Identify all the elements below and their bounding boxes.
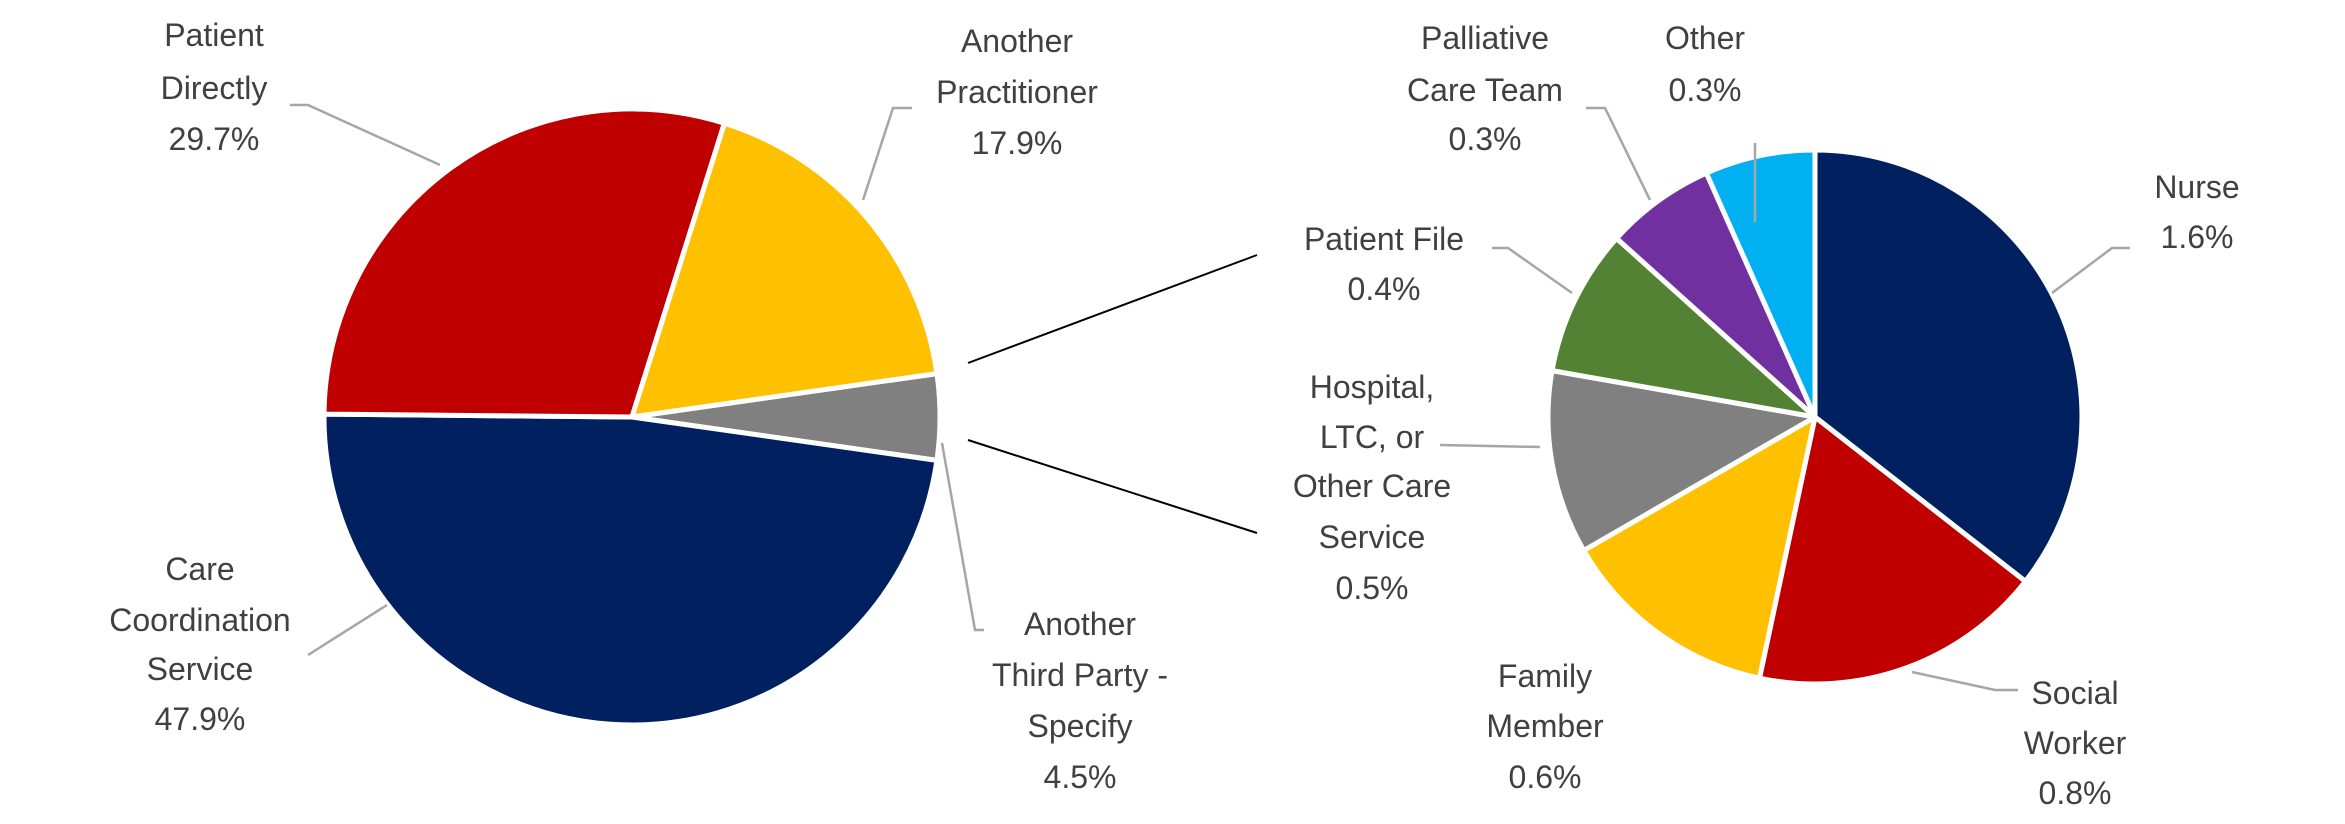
leader-line — [940, 442, 984, 632]
leader-line — [1586, 106, 1652, 201]
data-labels: Another Third Party - Specify 4.5% Care Coord… — [109, 17, 2239, 811]
label-text: Hospital, — [1310, 369, 1435, 405]
leader-line — [2051, 246, 2130, 294]
label-text: Service — [1319, 519, 1426, 555]
label-text: Practitioner — [936, 74, 1098, 110]
label-text: LTC, or — [1320, 419, 1425, 455]
label-value: 0.4% — [1348, 271, 1421, 307]
label-value: 4.5% — [1044, 759, 1117, 795]
leader-lines — [290, 103, 2130, 692]
data-label-another-third-party-specify: Another Third Party - Specify 4.5% — [992, 606, 1168, 795]
label-text: Other — [1665, 20, 1745, 56]
leader-line — [1492, 246, 1573, 295]
data-label-patient-file: Patient File 0.4% — [1304, 221, 1464, 307]
data-label-nurse: Nurse 1.6% — [2154, 169, 2239, 255]
pie-slice-hospital-ltc-or-other-care-service — [1545, 368, 1818, 553]
leader-line — [307, 603, 388, 657]
connector-line-bottom — [967, 439, 1258, 534]
pie-slice-patient-directly — [321, 106, 727, 420]
pie-slice-another-practitioner — [629, 120, 940, 420]
data-label-family-member: Family Member 0.6% — [1486, 658, 1604, 795]
label-value: 1.6% — [2161, 219, 2234, 255]
label-text: Nurse — [2154, 169, 2239, 205]
label-value: 47.9% — [155, 701, 246, 737]
data-label-patient-directly: Patient Directly 29.7% — [161, 17, 268, 157]
label-text: Third Party - — [992, 657, 1168, 693]
pie-slice-patient-file — [1549, 235, 1818, 420]
label-text: Social — [2031, 675, 2118, 711]
data-label-hospital-ltc-or-other-care-service: Hospital, LTC, or Other Care Service 0.5% — [1293, 369, 1451, 606]
label-value: 0.6% — [1509, 759, 1582, 795]
label-text: Specify — [1028, 708, 1133, 744]
label-value: 0.3% — [1449, 121, 1522, 157]
label-text: Care Team — [1407, 72, 1563, 108]
data-label-care-coordination-service: Care Coordination Service 47.9% — [109, 551, 290, 737]
leader-line — [1911, 670, 2018, 692]
label-text: Family — [1498, 658, 1592, 694]
connector-line-top — [967, 254, 1258, 364]
label-text: Another — [961, 23, 1073, 59]
data-label-social-worker: Social Worker 0.8% — [2024, 675, 2127, 811]
pie-slice-other — [1703, 147, 1818, 420]
pie-slice-care-coordination-service — [321, 411, 940, 728]
label-text: Another — [1024, 606, 1136, 642]
label-value: 29.7% — [169, 121, 260, 157]
pie-slice-social-worker — [1756, 414, 2028, 687]
data-label-other: Other 0.3% — [1665, 20, 1745, 108]
label-text: Service — [147, 651, 254, 687]
label-text: Patient — [164, 17, 264, 53]
pie-slice-family-member — [1581, 414, 1818, 681]
label-text: Worker — [2024, 725, 2127, 761]
leader-line — [1439, 443, 1541, 449]
label-value: 0.8% — [2039, 775, 2112, 811]
label-text: Coordination — [109, 602, 290, 638]
label-text: Care — [165, 551, 234, 587]
label-text: Other Care — [1293, 468, 1451, 504]
label-text: Palliative — [1421, 20, 1549, 56]
leader-line — [290, 103, 441, 167]
label-text: Directly — [161, 70, 268, 106]
pie-slice-nurse — [1812, 147, 2085, 584]
primary-pie — [321, 106, 943, 728]
leader-line — [861, 106, 912, 201]
label-value: 0.3% — [1669, 72, 1742, 108]
secondary-pie — [1545, 147, 2085, 687]
label-value: 0.5% — [1336, 570, 1409, 606]
label-value: 17.9% — [972, 125, 1063, 161]
label-text: Member — [1486, 708, 1604, 744]
data-label-palliative-care-team: Palliative Care Team 0.3% — [1407, 20, 1563, 157]
data-label-another-practitioner: Another Practitioner 17.9% — [936, 23, 1098, 161]
label-text: Patient File — [1304, 221, 1464, 257]
